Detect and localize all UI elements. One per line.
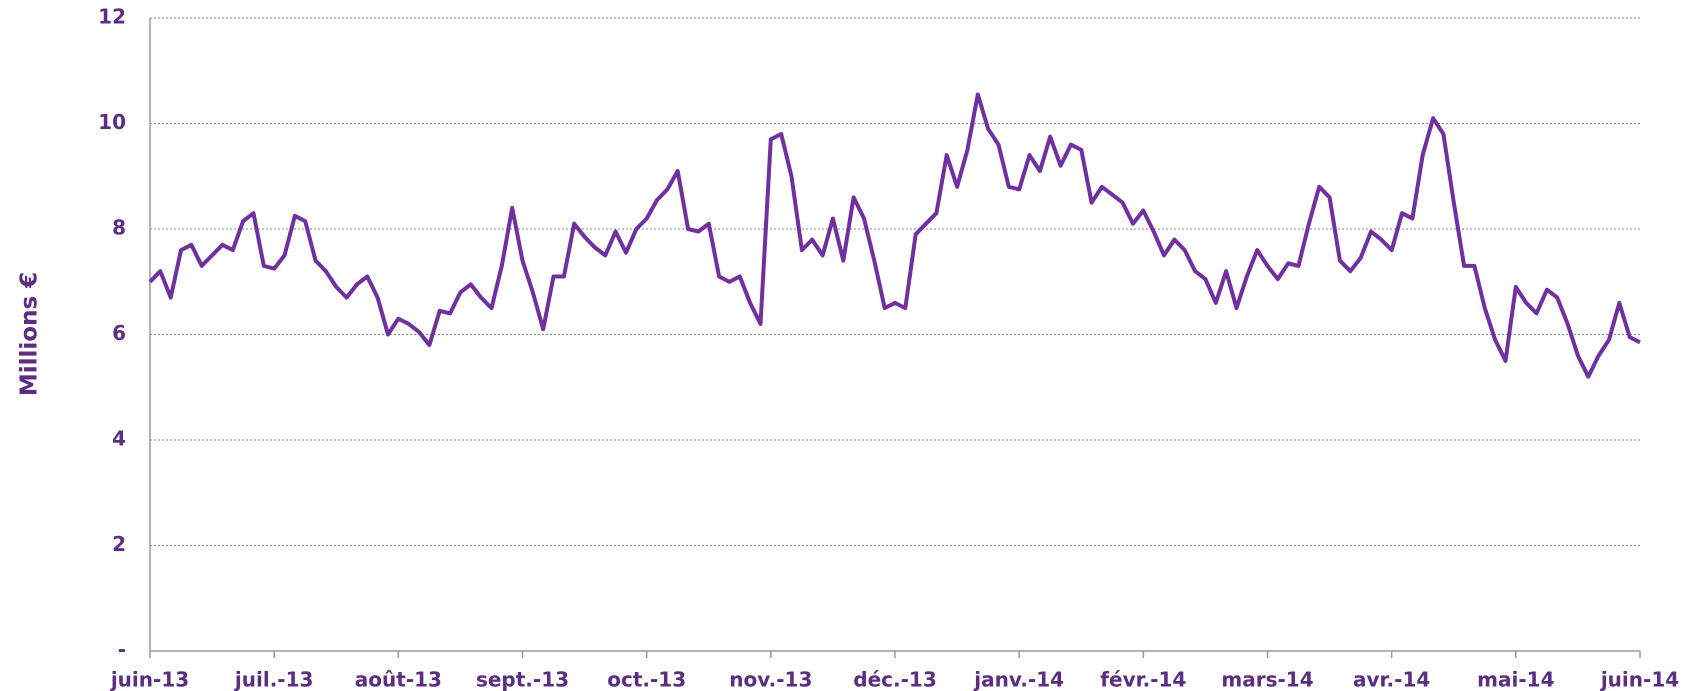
y-tick-label: 4: [112, 427, 126, 451]
x-tick-label: nov.-13: [729, 668, 812, 691]
x-tick-label: févr.-14: [1100, 668, 1186, 691]
x-tick-label: avr.-14: [1353, 668, 1430, 691]
x-tick-label: juin-14: [1600, 668, 1679, 691]
data-line: [148, 92, 1641, 379]
x-tick-label: juin-13: [110, 668, 189, 691]
y-tick-label: 12: [98, 5, 126, 29]
y-axis-label: Millions €: [17, 272, 43, 396]
x-tick-label: mars-14: [1221, 668, 1313, 691]
y-tick-label: 2: [112, 532, 126, 556]
x-tick-label: janv.-14: [973, 668, 1064, 691]
y-tick-label: 6: [112, 321, 126, 345]
y-tick-label: 10: [98, 110, 126, 134]
x-tick-label: déc.-13: [853, 668, 936, 691]
y-tick-label: -: [118, 638, 126, 662]
y-tick-label: 8: [112, 216, 126, 240]
x-tick-label: mai-14: [1477, 668, 1554, 691]
x-tick-label: juil.-13: [234, 668, 314, 691]
x-tick-label: août-13: [355, 668, 442, 691]
x-tick-label: oct.-13: [607, 668, 686, 691]
x-tick-label: sept.-13: [476, 668, 569, 691]
